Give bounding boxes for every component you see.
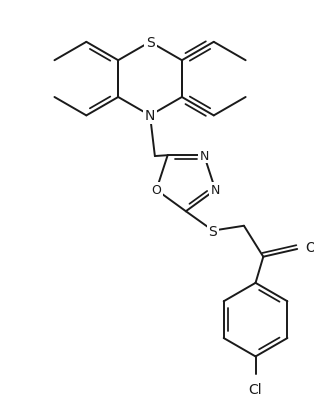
Text: N: N (211, 184, 220, 197)
Text: N: N (145, 109, 155, 123)
Text: O: O (151, 184, 161, 197)
Text: Cl: Cl (249, 382, 263, 396)
Text: N: N (199, 149, 209, 162)
Text: S: S (208, 224, 217, 238)
Text: S: S (146, 36, 154, 50)
Text: O: O (305, 241, 314, 254)
